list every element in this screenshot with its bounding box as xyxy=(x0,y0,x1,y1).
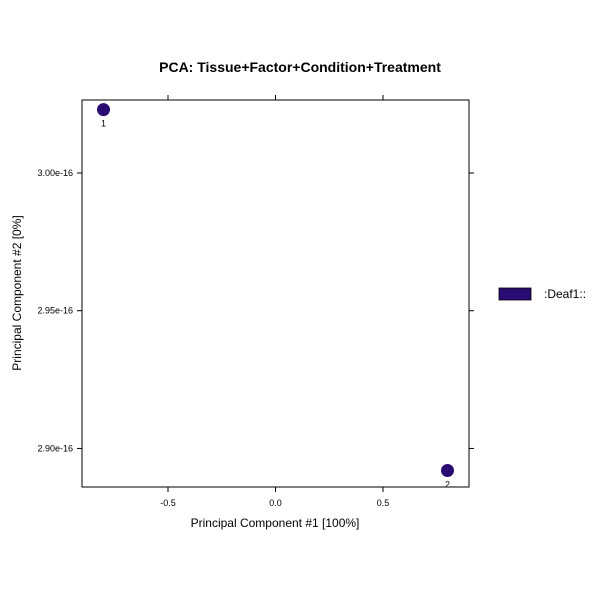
data-point xyxy=(97,103,110,117)
x-axis: -0.5 0.0 0.5 xyxy=(160,95,389,508)
y-tick-label: 3.00e-16 xyxy=(37,168,73,178)
x-tick-label: 0.5 xyxy=(377,498,390,508)
data-point xyxy=(441,463,454,477)
legend-swatch xyxy=(498,287,532,301)
x-axis-label: Principal Component #1 [100%] xyxy=(191,516,360,530)
legend: :Deaf1:: xyxy=(498,287,586,301)
x-tick-label: -0.5 xyxy=(160,498,176,508)
x-tick-label: 0.0 xyxy=(269,498,282,508)
legend-label: :Deaf1:: xyxy=(544,287,586,301)
data-points: 12 xyxy=(97,103,454,489)
plot-area xyxy=(81,99,470,488)
y-tick-label: 2.90e-16 xyxy=(37,443,73,453)
y-tick-label: 2.95e-16 xyxy=(37,306,73,316)
data-point-label: 2 xyxy=(445,479,450,489)
y-axis-label: Principal Component #2 [0%] xyxy=(10,215,24,370)
chart-title: PCA: Tissue+Factor+Condition+Treatment xyxy=(159,59,441,75)
data-point-label: 1 xyxy=(101,119,106,129)
y-axis: 3.00e-16 2.95e-16 2.90e-16 xyxy=(37,168,474,453)
